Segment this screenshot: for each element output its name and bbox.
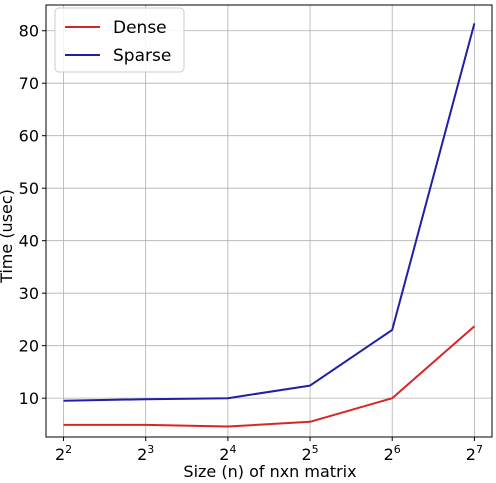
x-tick-label: 23 bbox=[137, 443, 154, 464]
y-tick-label: 70 bbox=[19, 74, 39, 93]
y-tick-label: 30 bbox=[19, 284, 39, 303]
y-axis-label: Time (usec) bbox=[0, 189, 16, 284]
y-axis-ticks: 10 20 30 40 50 60 70 80 bbox=[19, 22, 46, 408]
legend-label-sparse: Sparse bbox=[113, 46, 171, 66]
series-line-dense bbox=[64, 326, 475, 426]
x-tick-label: 22 bbox=[55, 443, 72, 464]
x-axis-ticks: 22 23 24 25 26 27 bbox=[55, 437, 483, 464]
legend: Dense Sparse bbox=[55, 8, 184, 72]
legend-label-dense: Dense bbox=[113, 18, 167, 38]
y-tick-label: 20 bbox=[19, 337, 39, 356]
y-tick-label: 50 bbox=[19, 179, 39, 198]
y-tick-label: 60 bbox=[19, 127, 39, 146]
x-tick-label: 26 bbox=[384, 443, 401, 464]
x-tick-label: 27 bbox=[466, 443, 483, 464]
x-tick-label: 25 bbox=[301, 443, 318, 464]
series-line-sparse bbox=[64, 23, 475, 400]
series-layer bbox=[64, 23, 475, 426]
y-tick-label: 10 bbox=[19, 389, 39, 408]
x-tick-label: 24 bbox=[219, 443, 236, 464]
y-tick-label: 80 bbox=[19, 22, 39, 41]
x-axis-label: Size (n) of nxn matrix bbox=[183, 462, 356, 481]
y-tick-label: 40 bbox=[19, 232, 39, 251]
